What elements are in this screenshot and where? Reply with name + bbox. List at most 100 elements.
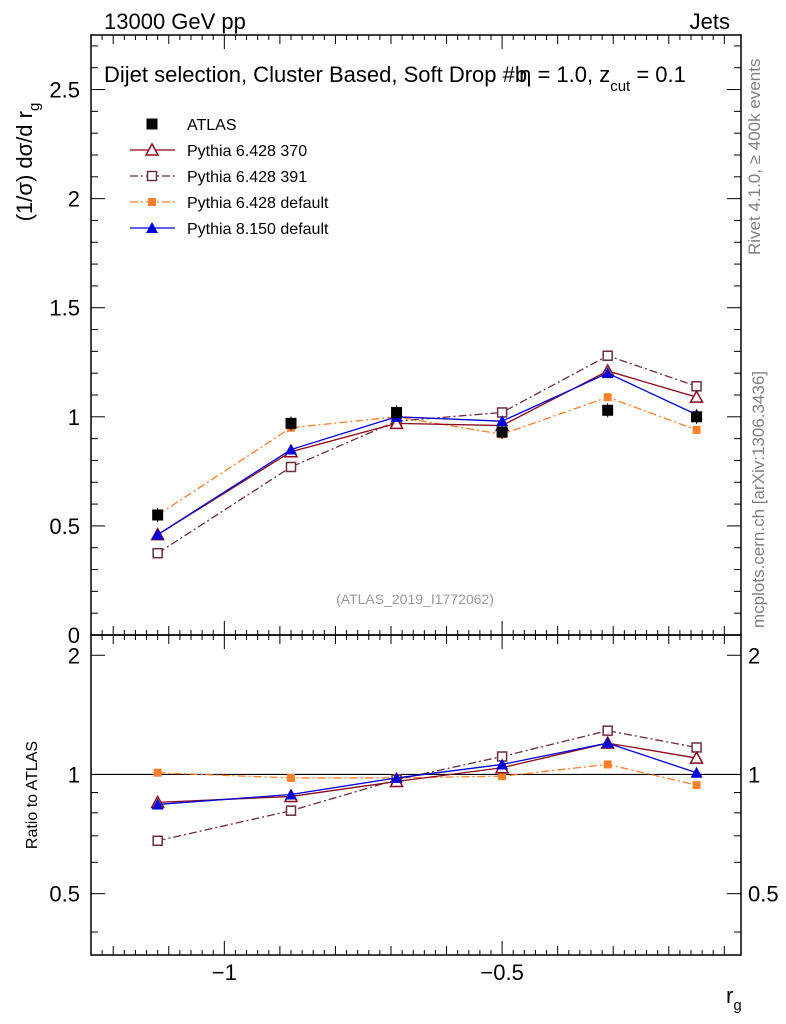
ratio-y-tick-label: 1 [68, 762, 80, 787]
data-point [496, 415, 509, 427]
data-point [152, 547, 163, 559]
legend-label: Pythia 8.150 default [187, 221, 329, 238]
series-0 [152, 403, 703, 522]
series-line [157, 372, 697, 536]
axis-ticks: −1 −0.5 0 0.5 1 1.5 2 2.5 0.5 0.5 1 1 2 2 [49, 35, 779, 985]
y-axis-label-main: (1/σ) dσ/d r [12, 111, 37, 221]
series-line [157, 355, 697, 554]
legend-label: Pythia 6.428 391 [187, 169, 307, 186]
ratio-point [153, 768, 162, 777]
y-tick-label: 0 [68, 623, 80, 648]
ratio-line [157, 763, 697, 786]
ratio-series [150, 725, 704, 847]
data-point [692, 425, 701, 434]
reference-label: (ATLAS_2019_I1772062) [336, 591, 494, 607]
mcplots-label: mcplots.cern.ch [arXiv:1306.3436] [749, 371, 768, 628]
data-point [496, 426, 508, 438]
legend-label: Pythia 6.428 default [187, 195, 329, 212]
legend-entry: Pythia 6.428 default [130, 195, 329, 212]
x-axis-label-main: r [726, 983, 733, 1008]
ratio-y-axis-label: Ratio to ATLAS [24, 741, 41, 849]
legend-entry: Pythia 6.428 370 [130, 142, 307, 160]
legend-marker [146, 222, 158, 233]
ratio-point [496, 758, 509, 770]
data-point [691, 381, 702, 392]
legend-marker [144, 142, 160, 156]
ratio-point [602, 725, 613, 736]
plot-title: Dijet selection, Cluster Based, Soft Dro… [104, 62, 686, 95]
data-point [391, 406, 403, 418]
plot-title-main: Dijet selection, Cluster Based, Soft Dro… [104, 62, 527, 87]
x-tick-label: −1 [212, 960, 237, 985]
ratio-series-3 [151, 737, 703, 810]
data-point [151, 528, 164, 540]
x-tick-label: −0.5 [480, 960, 523, 985]
legend-label: Pythia 6.428 370 [187, 143, 307, 160]
energy-label: 13000 GeV pp [104, 9, 246, 34]
legend-label: ATLAS [187, 117, 237, 134]
data-point [601, 367, 614, 379]
legend-entry: ATLAS [146, 117, 237, 134]
y-tick-label: 2.5 [49, 78, 80, 103]
legend-entry: Pythia 8.150 default [130, 221, 329, 238]
ratio-y-tick-label: 2 [68, 643, 80, 668]
ratio-line [157, 742, 697, 806]
legend: ATLAS Pythia 6.428 370 Pythia 6.428 391 Pyt… [130, 117, 329, 238]
data-point [285, 461, 297, 473]
ratio-point [498, 772, 507, 781]
x-axis-label-sub: g [733, 997, 741, 1014]
ratio-point [390, 771, 403, 783]
ratio-point [690, 766, 703, 778]
legend-marker [146, 118, 158, 130]
series-1 [150, 363, 704, 541]
y-axis-label: (1/σ) dσ/d rg [12, 103, 43, 222]
ratio-line [157, 730, 697, 842]
plot-title-zvalue: = 0.1 [630, 62, 686, 87]
ratio-point [603, 760, 612, 769]
main-series [150, 350, 704, 559]
data-point [603, 393, 612, 402]
y-tick-label: 0.5 [49, 514, 80, 539]
plot-title-cut: cut [610, 78, 631, 95]
ratio-point [151, 798, 164, 810]
ratio-point [152, 835, 163, 847]
ratio-point [287, 773, 295, 782]
ratio-point [601, 737, 614, 749]
ratio-frame [90, 634, 742, 956]
data-point [152, 509, 164, 521]
y-tick-label: 1 [68, 405, 80, 430]
data-point [602, 350, 613, 361]
plot-title-beta: η = 1.0, z [519, 62, 610, 87]
ratio-y-tick-label: 0.5 [49, 882, 80, 907]
ratio-y-tick-label: 1 [748, 762, 760, 787]
series-line [157, 370, 697, 536]
series-4 [151, 367, 703, 540]
legend-entry: Pythia 6.428 391 [130, 169, 307, 186]
x-axis-label: rg [726, 983, 742, 1014]
data-point [602, 404, 614, 416]
data-point [689, 389, 704, 403]
legend-marker [148, 198, 156, 206]
process-label: Jets [690, 9, 730, 34]
data-point [691, 411, 703, 423]
ratio-y-tick-label: 0.5 [748, 882, 779, 907]
y-axis-label-sub: g [26, 103, 43, 111]
y-tick-label: 2 [68, 187, 80, 212]
y-tick-label: 1.5 [49, 296, 80, 321]
ratio-point [285, 788, 297, 800]
legend-marker [146, 170, 158, 182]
series-line [157, 396, 697, 516]
ratio-point [692, 781, 701, 790]
ratio-point [285, 805, 297, 816]
ratio-line [157, 742, 697, 804]
data-point [285, 417, 297, 429]
data-point [389, 415, 404, 430]
ratio-series-1 [152, 725, 702, 847]
data-point [285, 443, 297, 455]
series-2 [152, 350, 702, 559]
ratio-point [689, 750, 704, 764]
rivet-label: Rivet 4.1.0, ≥ 400k events [745, 59, 764, 255]
series-3 [153, 393, 701, 519]
ratio-y-tick-label: 2 [748, 643, 760, 668]
